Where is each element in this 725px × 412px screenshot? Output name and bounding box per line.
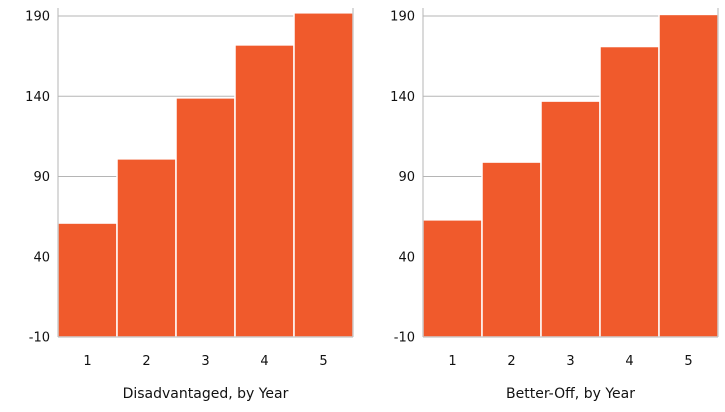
bar	[599, 45, 660, 338]
y-tick-label: 140	[25, 90, 50, 105]
bar	[540, 100, 601, 338]
y-tick-label: 90	[33, 170, 50, 185]
bar	[175, 97, 236, 338]
x-tick-label: 3	[566, 354, 574, 369]
y-tick-label: 40	[33, 250, 50, 265]
x-tick-label: 2	[507, 354, 515, 369]
bar	[658, 13, 719, 338]
bar	[293, 12, 354, 338]
chart-panel-better-off: -10 40 90 140 190 1 2 3 4 5 Better-Off, by Year	[390, 8, 719, 402]
x-tick-label: 5	[319, 354, 327, 369]
x-axis-label: Better-Off, by Year	[506, 386, 635, 402]
y-tick-label: -10	[394, 331, 415, 346]
y-tick-label: 140	[390, 90, 415, 105]
x-tick-label: 1	[83, 354, 91, 369]
x-tick-label: 5	[684, 354, 692, 369]
x-tick-label: 4	[260, 354, 268, 369]
bar	[481, 161, 542, 338]
x-tick-label: 2	[142, 354, 150, 369]
bar	[422, 219, 483, 338]
y-tick-label: 40	[398, 250, 415, 265]
x-tick-label: 3	[201, 354, 209, 369]
x-tick-label: 4	[625, 354, 633, 369]
y-tick-label: 190	[390, 10, 415, 25]
x-tick-label: 1	[448, 354, 456, 369]
y-tick-label: -10	[29, 331, 50, 346]
bar	[234, 44, 295, 338]
chart-panel-disadvantaged: -10 40 90 140 190 1 2 3 4 5 Disadvantaged, by Year	[25, 8, 354, 402]
x-axis-label: Disadvantaged, by Year	[123, 386, 289, 402]
y-tick-label: 90	[398, 170, 415, 185]
bar	[57, 222, 118, 338]
y-tick-label: 190	[25, 10, 50, 25]
bar	[116, 158, 177, 338]
